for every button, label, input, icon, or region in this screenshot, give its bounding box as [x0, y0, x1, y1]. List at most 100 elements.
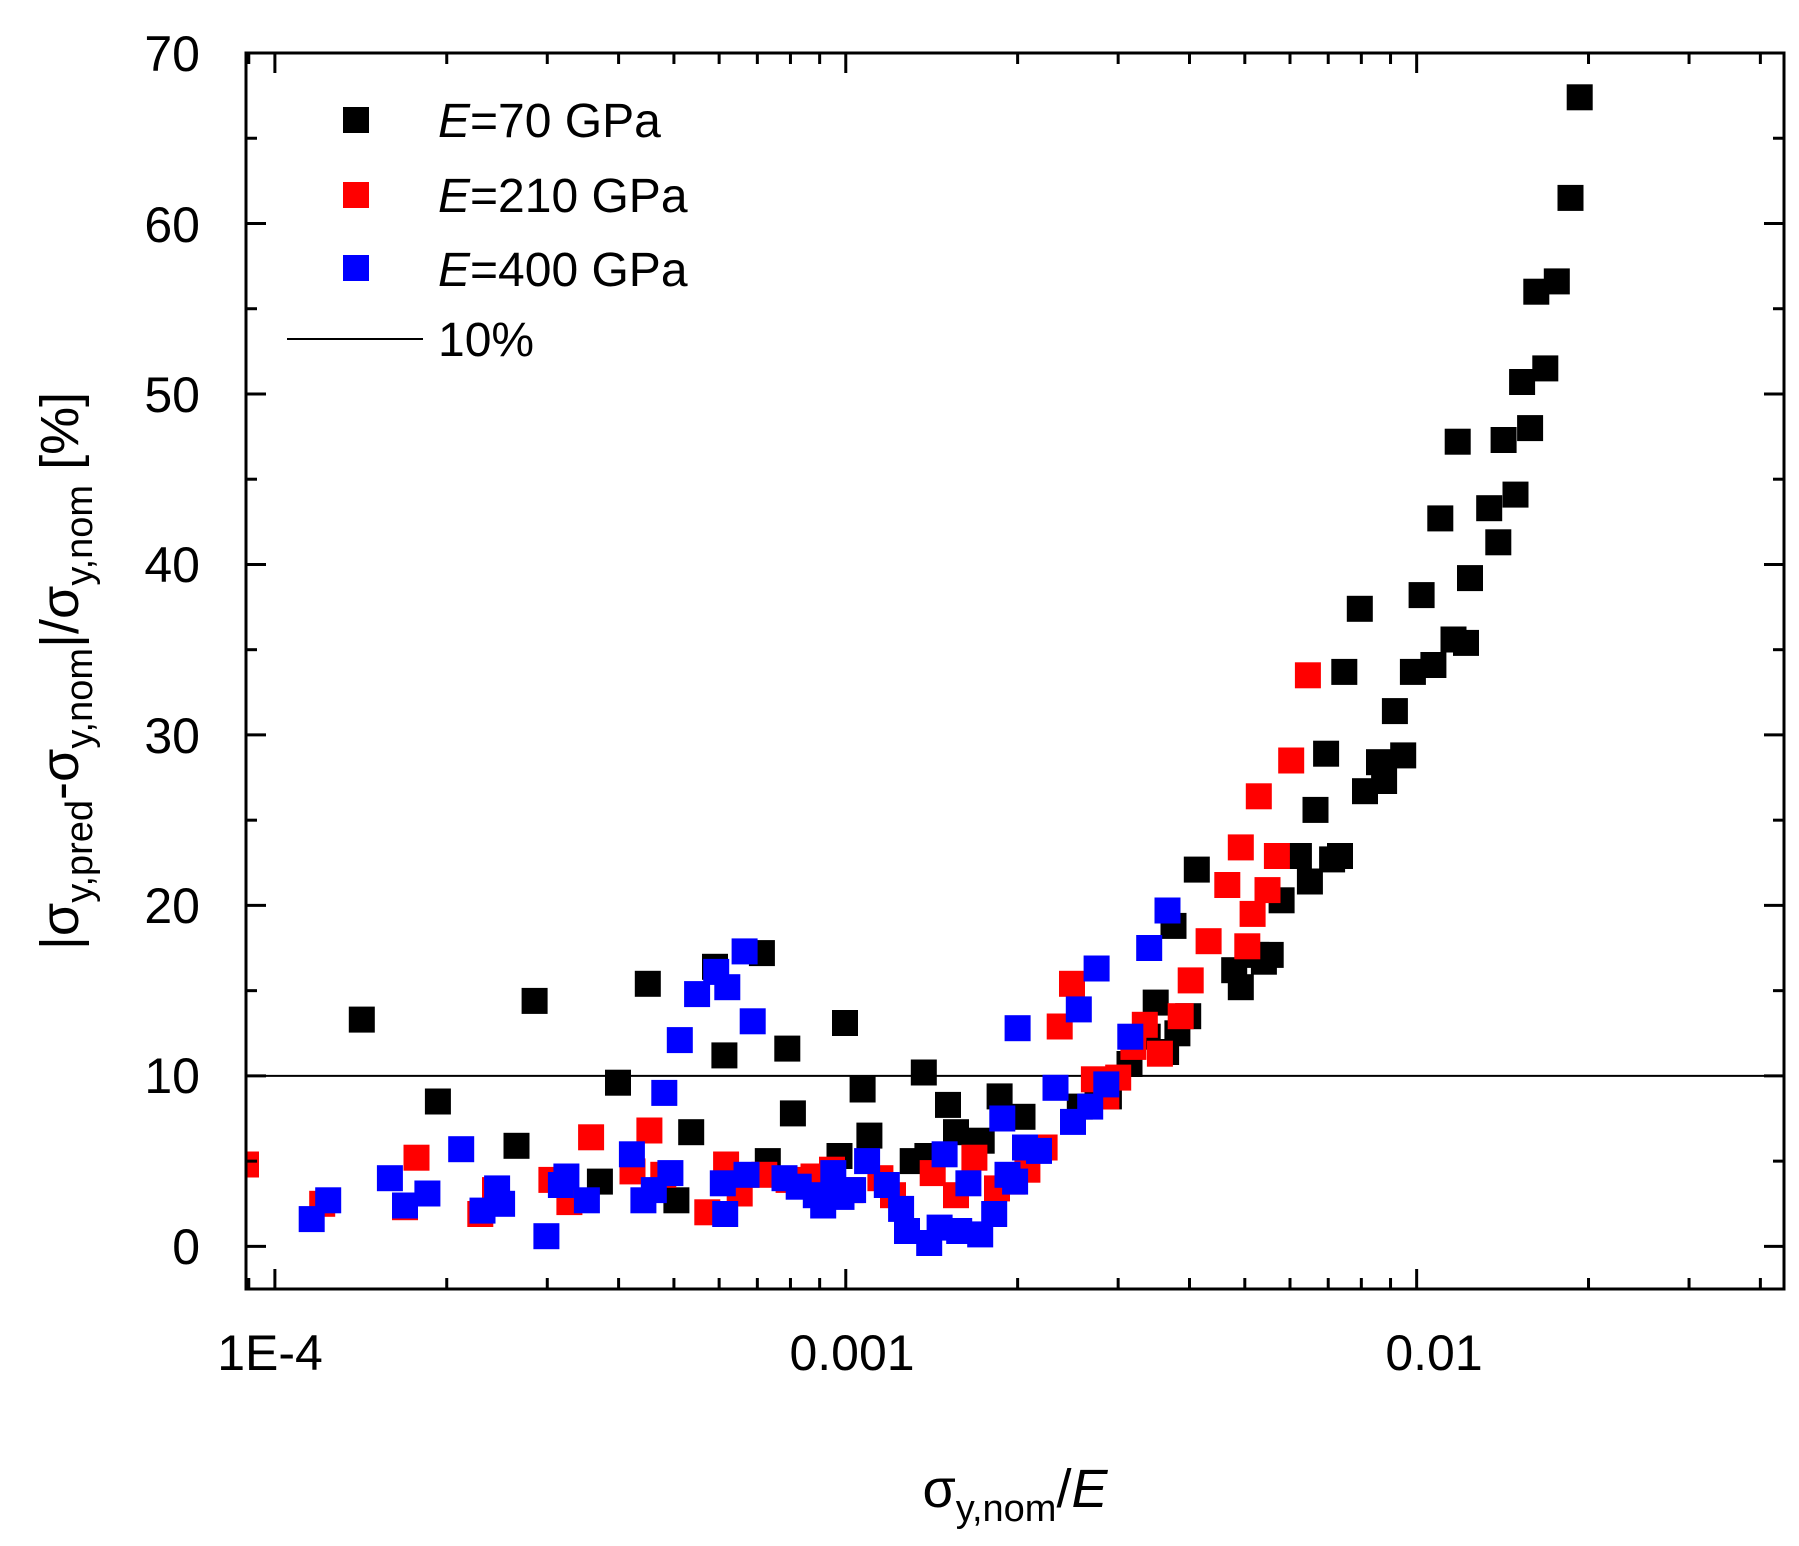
data-point: [840, 1177, 867, 1204]
data-point: [392, 1192, 418, 1219]
data-point: [521, 987, 548, 1014]
data-point: [618, 1141, 645, 1168]
data-point: [1002, 1168, 1029, 1195]
legend-marker-400gpa: [343, 255, 369, 281]
data-point: [489, 1190, 516, 1217]
data-point: [1420, 652, 1447, 678]
data-point: [684, 981, 711, 1008]
data-point: [1566, 84, 1593, 111]
y-tick-labels: 0 10 20 30 40 50 60 70: [144, 26, 200, 1275]
data-point: [573, 1187, 600, 1214]
data-point: [989, 1105, 1016, 1132]
data-point: [961, 1144, 988, 1171]
series-0: [348, 84, 1593, 1214]
data-point: [981, 1201, 1008, 1227]
data-point: [1457, 565, 1483, 592]
data-point: [1083, 955, 1110, 982]
data-point: [663, 1187, 690, 1214]
legend-marker-70gpa: [343, 107, 369, 133]
plot-frame: [244, 51, 1786, 1291]
x-axis-title: σy,nom/E: [922, 1459, 1108, 1530]
data-point: [605, 1069, 631, 1096]
data-point: [1142, 989, 1169, 1016]
data-point: [533, 1223, 560, 1250]
data-point: [1234, 933, 1261, 960]
data-point: [1278, 747, 1305, 774]
data-point: [894, 1218, 920, 1244]
data-point: [1183, 856, 1210, 883]
data-point: [678, 1119, 705, 1146]
data-point: [1408, 582, 1435, 609]
data-point: [1517, 415, 1544, 442]
data-point: [1154, 897, 1181, 924]
data-point: [1026, 1137, 1052, 1164]
x-tick-label: 1E-4: [217, 1325, 323, 1381]
data-point: [986, 1083, 1013, 1110]
x-tick-label: 0.01: [1385, 1325, 1482, 1381]
data-point: [1453, 629, 1479, 656]
data-point: [1557, 184, 1584, 211]
data-point: [1476, 495, 1503, 522]
data-point: [666, 1027, 693, 1054]
data-point: [739, 1008, 766, 1035]
data-point: [714, 974, 741, 1001]
data-point: [1254, 877, 1281, 904]
data-point: [1543, 268, 1570, 295]
data-point: [1490, 427, 1517, 453]
data-point: [712, 1201, 739, 1227]
data-point: [733, 1161, 760, 1188]
data-point: [651, 1079, 678, 1106]
data-point: [424, 1088, 451, 1115]
data-point: [376, 1165, 403, 1192]
data-point: [1077, 1093, 1104, 1120]
data-point: [1146, 1040, 1173, 1067]
data-point: [636, 1117, 663, 1144]
data-point: [709, 1170, 736, 1197]
data-point: [1390, 742, 1417, 769]
data-point: [1177, 967, 1204, 994]
y-tick-label: 60: [144, 197, 200, 253]
data-point: [856, 1122, 883, 1149]
data-point: [1313, 740, 1340, 767]
y-tick-label: 50: [144, 367, 200, 423]
y-tick-label: 70: [144, 26, 200, 82]
y-tick-label: 30: [144, 708, 200, 764]
data-point: [1004, 1015, 1031, 1042]
data-point: [854, 1148, 881, 1175]
data-point: [1296, 868, 1323, 895]
data-point: [1509, 369, 1536, 395]
data-point: [888, 1195, 915, 1222]
data-point: [1427, 505, 1454, 532]
data-point: [403, 1144, 430, 1171]
data-point: [1227, 974, 1254, 1001]
data-point: [1302, 796, 1329, 823]
data-point: [935, 1091, 961, 1118]
y-tick-label: 40: [144, 537, 200, 593]
data-point: [931, 1141, 958, 1168]
data-point: [553, 1163, 580, 1190]
data-point: [1532, 355, 1559, 382]
legend: E=70 GPa E=210 GPa E=400 GPa 10%: [287, 95, 688, 367]
data-point: [731, 938, 758, 965]
data-point: [1444, 428, 1471, 455]
data-point: [1117, 1023, 1144, 1050]
y-tick-label: 10: [144, 1048, 200, 1104]
series-2: [298, 897, 1181, 1256]
data-point: [634, 970, 661, 997]
data-point: [779, 1100, 806, 1127]
legend-label-210gpa: E=210 GPa: [438, 170, 688, 223]
data-point: [1263, 843, 1290, 869]
data-point: [503, 1132, 530, 1159]
data-point: [711, 1042, 738, 1069]
data-point: [348, 1006, 375, 1033]
data-point: [246, 1151, 259, 1178]
y-tick-label: 20: [144, 878, 200, 934]
data-point: [1136, 935, 1163, 961]
data-point: [1065, 996, 1092, 1023]
data-point: [657, 1160, 684, 1187]
data-point: [1327, 843, 1353, 869]
data-point: [910, 1059, 937, 1086]
y-tick-label: 0: [172, 1219, 200, 1275]
data-point: [1093, 1071, 1120, 1098]
data-point: [1239, 900, 1266, 927]
